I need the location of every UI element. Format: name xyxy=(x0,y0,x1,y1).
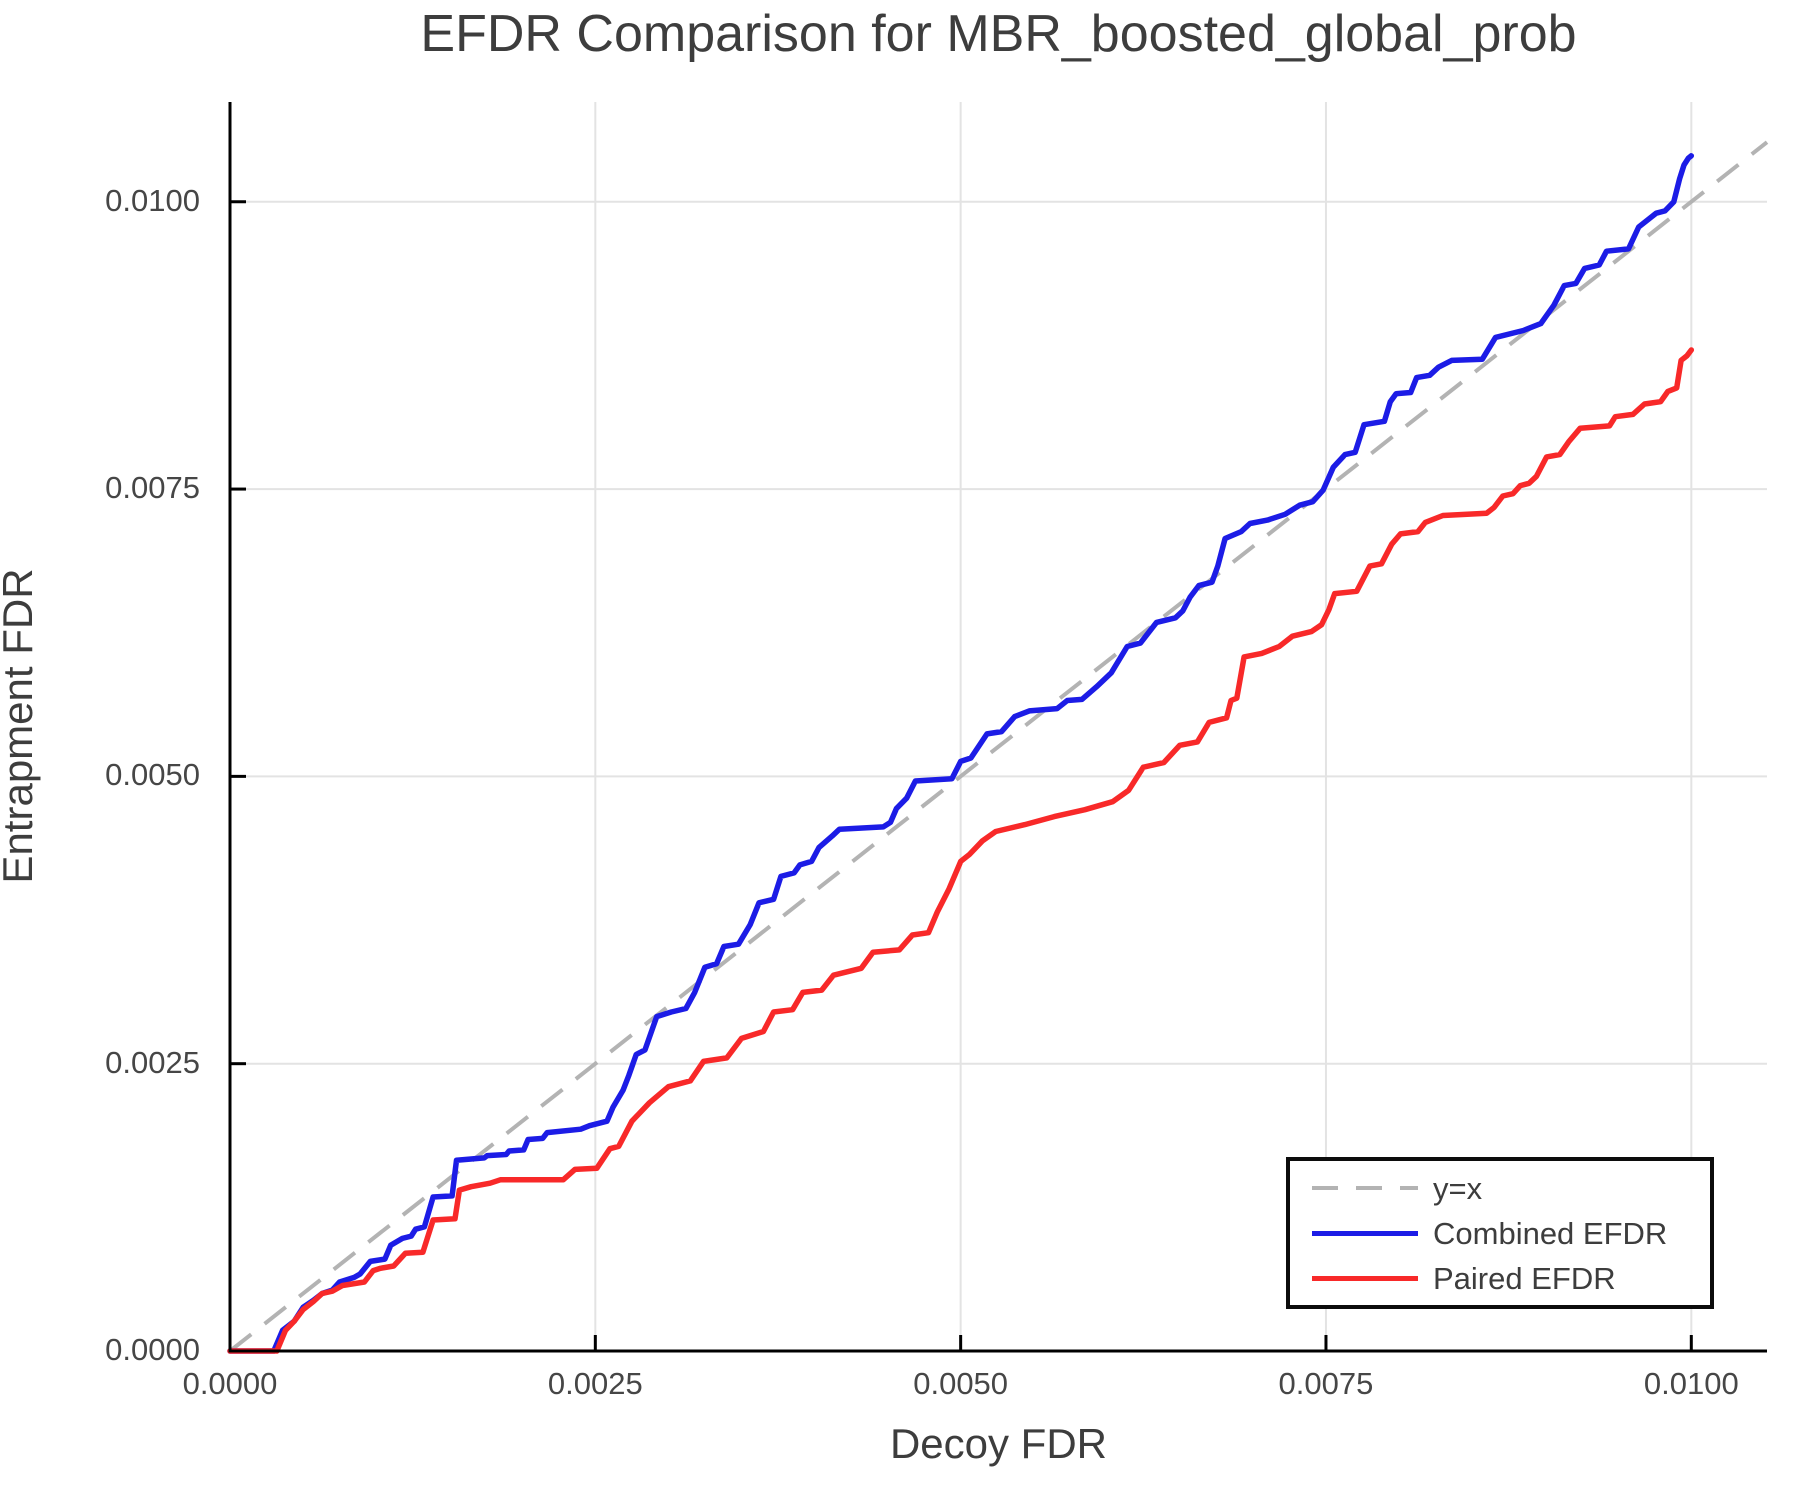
yx-dashed-line-swatch xyxy=(1312,1186,1418,1190)
reference-line-y-equals-x xyxy=(228,140,1769,1353)
x-tick-label: 0.0025 xyxy=(547,1366,643,1401)
legend-box: y=x Combined EFDR Paired EFDR xyxy=(1286,1157,1714,1309)
x-tick-label: 0.0000 xyxy=(182,1366,278,1401)
legend-label-yx: y=x xyxy=(1433,1170,1483,1206)
chart-title: EFDR Comparison for MBR_boosted_global_p… xyxy=(420,5,1577,63)
y-tick-label: 0.0075 xyxy=(105,470,200,506)
y-tick-label: 0.0025 xyxy=(105,1044,200,1080)
series-line-combined-efdr xyxy=(227,153,1695,1354)
legend-label-combined-efdr: Combined EFDR xyxy=(1433,1215,1668,1251)
legend-label-paired-efdr: Paired EFDR xyxy=(1433,1260,1616,1296)
x-tick-label: 0.0100 xyxy=(1643,1366,1739,1401)
y-axis-label: Entrapment FDR xyxy=(0,568,41,884)
y-tick-label: 0.0000 xyxy=(105,1332,200,1367)
legend-item-yx: y=x xyxy=(1312,1168,1710,1208)
x-tick-label: 0.0050 xyxy=(913,1366,1009,1401)
legend-item-paired-efdr: Paired EFDR xyxy=(1312,1258,1710,1298)
paired-efdr-line-swatch xyxy=(1312,1275,1418,1281)
series-line-paired-efdr xyxy=(227,347,1695,1354)
y-tick-label: 0.0100 xyxy=(105,182,200,218)
x-tick-label: 0.0075 xyxy=(1278,1366,1374,1401)
y-tick-label: 0.0050 xyxy=(105,757,200,793)
legend-item-combined-efdr: Combined EFDR xyxy=(1312,1213,1710,1253)
combined-efdr-line-swatch xyxy=(1312,1230,1418,1236)
x-axis-label: Decoy FDR xyxy=(889,1420,1108,1467)
